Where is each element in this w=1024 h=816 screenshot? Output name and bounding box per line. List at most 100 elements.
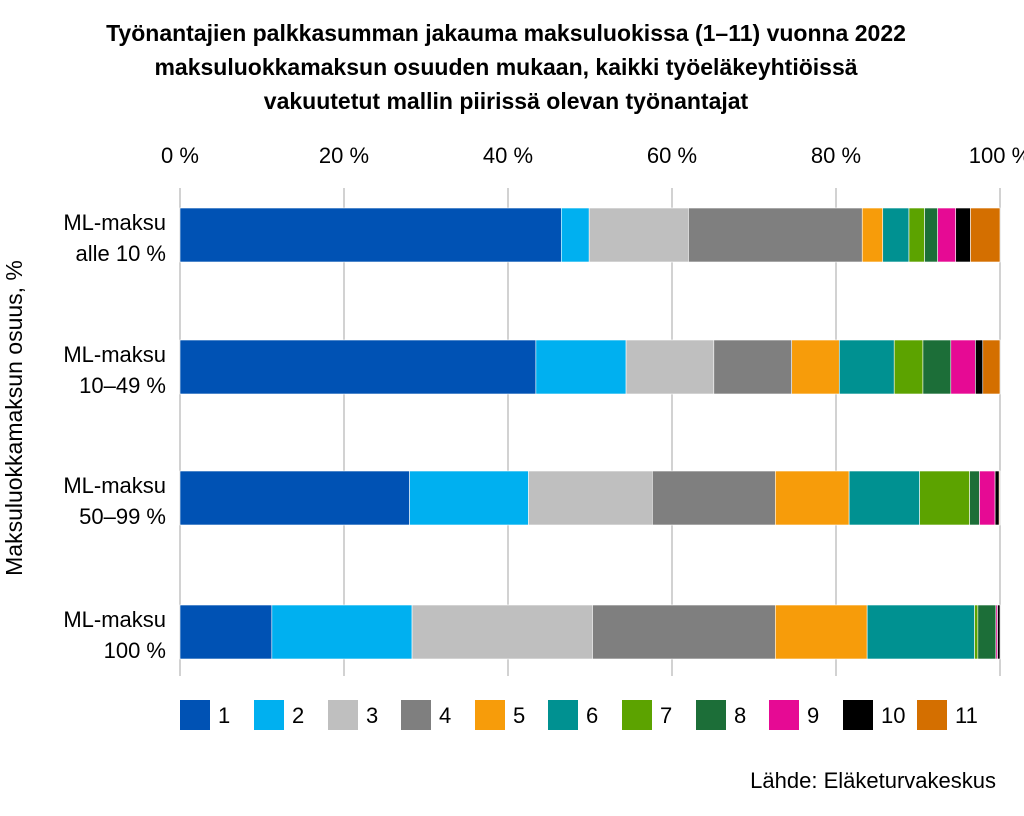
bar-segment-5 — [775, 604, 868, 660]
legend-item-4: 4 — [401, 700, 451, 730]
bars — [179, 207, 1001, 660]
bar-segment-7 — [893, 339, 924, 395]
bar-segment-11 — [982, 339, 1001, 395]
legend-label: 9 — [807, 703, 819, 728]
legend-label: 3 — [366, 703, 378, 728]
x-tick-label: 80 % — [811, 143, 861, 168]
gridlines — [179, 188, 1001, 676]
chart-title-line-2: maksuluokkamaksun osuuden mukaan, kaikki… — [154, 54, 857, 80]
legend-label: 7 — [660, 703, 672, 728]
bar-segment-10 — [994, 470, 1000, 526]
legend-swatch — [328, 700, 358, 730]
bar-segment-1 — [179, 207, 562, 263]
bar-segment-2 — [535, 339, 627, 395]
legend-swatch — [843, 700, 873, 730]
bar-segment-8 — [977, 604, 997, 660]
bar-segment-6 — [838, 339, 895, 395]
bar-segment-7 — [919, 470, 970, 526]
bar-segment-7 — [974, 604, 979, 660]
chart-title-line-3: vakuutetut mallin piirissä olevan työnan… — [264, 88, 749, 114]
source-note: Lähde: Eläketurvakeskus — [750, 768, 996, 793]
legend-label: 10 — [881, 703, 905, 728]
category-label: 100 % — [104, 638, 166, 663]
bar-segment-11 — [970, 207, 1001, 263]
legend-item-9: 9 — [769, 700, 819, 730]
bar-segment-10 — [997, 604, 1001, 660]
category-label: 50–99 % — [79, 504, 166, 529]
legend-item-5: 5 — [475, 700, 525, 730]
legend-item-2: 2 — [254, 700, 304, 730]
bar-segment-3 — [588, 207, 689, 263]
legend-item-10: 10 — [843, 700, 905, 730]
bar-segment-10 — [955, 207, 971, 263]
legend-label: 5 — [513, 703, 525, 728]
x-tick-label: 0 % — [161, 143, 199, 168]
bar-segment-6 — [866, 604, 975, 660]
bar-segment-4 — [713, 339, 793, 395]
legend-item-3: 3 — [328, 700, 378, 730]
legend-label: 6 — [586, 703, 598, 728]
legend-item-8: 8 — [696, 700, 746, 730]
x-tick-label: 40 % — [483, 143, 533, 168]
legend-swatch — [548, 700, 578, 730]
legend-swatch — [769, 700, 799, 730]
legend-swatch — [475, 700, 505, 730]
bar-segment-2 — [560, 207, 590, 263]
legend-label: 1 — [218, 703, 230, 728]
category-label: ML-maksu — [63, 210, 166, 235]
legend-swatch — [917, 700, 947, 730]
category-label: ML-maksu — [63, 342, 166, 367]
bar-segment-2 — [271, 604, 413, 660]
bar-segment-3 — [625, 339, 715, 395]
bar-segment-5 — [775, 470, 850, 526]
bar-segment-11 — [998, 470, 1001, 526]
legend-label: 4 — [439, 703, 451, 728]
y-axis-title: Maksuluokkamaksun osuus, % — [1, 260, 27, 576]
bar-segment-8 — [922, 339, 952, 395]
bar-segment-6 — [848, 470, 920, 526]
bar-segment-1 — [179, 604, 273, 660]
legend-swatch — [622, 700, 652, 730]
category-label: ML-maksu — [63, 607, 166, 632]
bar-segment-5 — [791, 339, 840, 395]
legend-item-7: 7 — [622, 700, 672, 730]
x-axis-ticks: 0 % 20 % 40 % 60 % 80 % 100 % — [161, 143, 1024, 168]
bar-segment-8 — [924, 207, 938, 263]
legend-item-1: 1 — [180, 700, 230, 730]
bar-segment-1 — [179, 339, 537, 395]
bar-segment-6 — [882, 207, 910, 263]
bar-segment-3 — [528, 470, 653, 526]
bar-segment-8 — [969, 470, 980, 526]
category-label: 10–49 % — [79, 373, 166, 398]
bar-segment-9 — [937, 207, 957, 263]
legend-swatch — [401, 700, 431, 730]
chart-title-line-1: Työnantajien palkkasumman jakauma maksul… — [106, 20, 906, 46]
bar-segment-9 — [950, 339, 976, 395]
legend: 1 2 3 4 5 6 7 8 9 10 11 — [180, 700, 978, 730]
bar-segment-5 — [861, 207, 884, 263]
category-label: alle 10 % — [75, 241, 166, 266]
legend-item-6: 6 — [548, 700, 598, 730]
category-label: ML-maksu — [63, 473, 166, 498]
legend-swatch — [180, 700, 210, 730]
legend-label: 2 — [292, 703, 304, 728]
bar-segment-1 — [179, 470, 410, 526]
bar-segment-9 — [979, 470, 996, 526]
legend-item-11: 11 — [917, 700, 978, 730]
legend-label: 11 — [955, 703, 978, 728]
x-tick-label: 60 % — [647, 143, 697, 168]
bar-segment-4 — [688, 207, 863, 263]
category-labels: ML-maksu alle 10 % ML-maksu 10–49 % ML-maksu… — [63, 210, 166, 663]
chart-title: Työnantajien palkkasumman jakauma maksul… — [106, 20, 906, 114]
bar-segment-3 — [411, 604, 593, 660]
legend-swatch — [696, 700, 726, 730]
legend-swatch — [254, 700, 284, 730]
bar-segment-4 — [592, 604, 776, 660]
x-tick-label: 20 % — [319, 143, 369, 168]
bar-segment-7 — [908, 207, 925, 263]
bar-segment-4 — [652, 470, 776, 526]
x-tick-label: 100 % — [969, 143, 1024, 168]
legend-label: 8 — [734, 703, 746, 728]
bar-segment-2 — [409, 470, 529, 526]
